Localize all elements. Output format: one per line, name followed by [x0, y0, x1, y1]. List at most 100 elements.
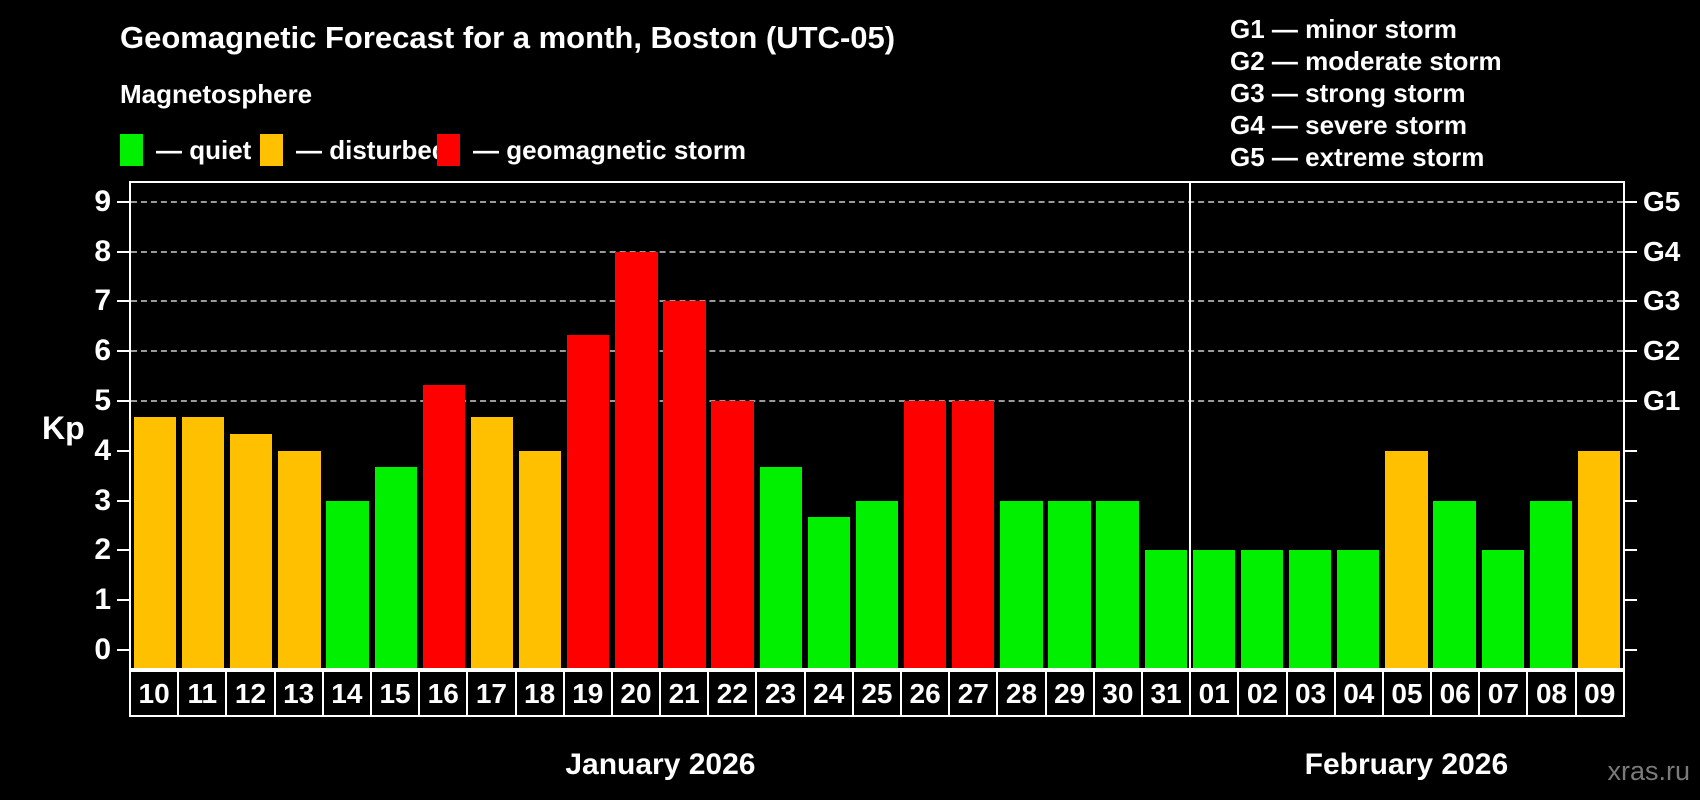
day-label-27: 27	[948, 670, 999, 717]
bar-day-22	[711, 401, 754, 668]
right-tick-kp-7	[1625, 300, 1637, 303]
left-tick-kp-3	[117, 499, 129, 502]
day-label-14: 14	[321, 670, 372, 717]
left-tick-kp-4	[117, 449, 129, 452]
gridline-kp-8	[131, 250, 1623, 253]
day-label-07: 07	[1478, 670, 1529, 717]
month-label-january: January 2026	[565, 748, 756, 781]
gridline-kp-7	[131, 300, 1623, 303]
bar-day-30	[1096, 500, 1139, 668]
g-legend-line: G2 — moderate storm	[1230, 46, 1502, 76]
g-legend-line: G5 — extreme storm	[1230, 142, 1485, 172]
disturbed-swatch-icon	[260, 134, 283, 166]
day-label-13: 13	[273, 670, 324, 717]
g-axis-label-G1: G1	[1643, 385, 1681, 416]
legend-label: — quiet	[156, 134, 252, 165]
gridline-kp-9	[131, 200, 1623, 203]
day-label-18: 18	[514, 670, 565, 717]
day-label-03: 03	[1285, 670, 1336, 717]
bar-day-15	[374, 467, 417, 668]
left-tick-kp-6	[117, 350, 129, 353]
bar-day-21	[663, 301, 706, 668]
right-tick-kp-6	[1625, 350, 1637, 353]
day-label-12: 12	[225, 670, 276, 717]
bar-day-17	[470, 417, 514, 668]
day-axis: 10 11 12 13 14 15 16 17 18 19 20 21 22 23 24 25 26 27 28 29…	[129, 670, 1625, 717]
bar-day-19	[567, 334, 610, 668]
gridline-kp-6	[131, 350, 1623, 353]
right-tick-kp-1	[1625, 599, 1637, 602]
g-scale-legend: G1 — minor storm G2 — moderate storm G3 — …	[1230, 13, 1502, 173]
y-axis-label-3: 3	[94, 483, 111, 517]
bar-day-25	[855, 500, 899, 668]
bar-day-10	[133, 417, 177, 668]
bar-day-23	[759, 467, 802, 668]
bar-day-06	[1433, 500, 1476, 668]
month-separator	[1188, 183, 1191, 668]
bar-day-02	[1240, 550, 1284, 668]
left-tick-kp-2	[117, 549, 129, 552]
storm-swatch-icon	[437, 134, 460, 166]
left-tick-kp-0	[117, 649, 129, 651]
day-label-19: 19	[562, 670, 613, 717]
day-label-05: 05	[1381, 670, 1433, 717]
magnetosphere-label: Magnetosphere	[120, 79, 313, 109]
bar-day-05	[1385, 450, 1428, 668]
day-label-16: 16	[418, 670, 469, 717]
bar-day-28	[1000, 500, 1043, 668]
day-label-11: 11	[177, 670, 228, 717]
g-legend-line: G3 — strong storm	[1230, 78, 1466, 108]
left-tick-kp-8	[117, 250, 129, 253]
bar-day-12	[230, 434, 273, 668]
day-label-23: 23	[755, 670, 806, 717]
day-label-28: 28	[996, 670, 1047, 717]
kp-axis-label: Kp	[42, 410, 85, 446]
day-label-10: 10	[129, 670, 180, 717]
bar-day-08	[1529, 500, 1572, 668]
right-tick-kp-2	[1625, 549, 1637, 552]
day-label-09: 09	[1574, 670, 1625, 717]
quiet-swatch-icon	[120, 134, 143, 166]
bar-day-27	[952, 401, 995, 668]
right-tick-kp-3	[1625, 499, 1637, 502]
day-label-25: 25	[851, 670, 902, 717]
bar-day-20	[615, 251, 658, 668]
chart-title: Geomagnetic Forecast for a month, Boston…	[120, 20, 896, 55]
left-tick-kp-1	[117, 599, 129, 602]
bar-day-03	[1288, 550, 1332, 668]
left-tick-kp-9	[117, 200, 129, 203]
watermark: xras.ru	[1607, 756, 1690, 786]
day-label-22: 22	[707, 670, 758, 717]
g-legend-line: G4 — severe storm	[1230, 110, 1468, 140]
legend-item-disturbed: — disturbed	[260, 134, 448, 166]
bar-day-29	[1048, 500, 1091, 668]
bar-day-18	[518, 450, 562, 668]
day-label-30: 30	[1092, 670, 1143, 717]
day-label-26: 26	[900, 670, 951, 717]
day-label-17: 17	[466, 670, 517, 717]
bar-day-07	[1481, 550, 1524, 668]
bar-day-09	[1577, 450, 1621, 668]
legend-label: — geomagnetic storm	[473, 134, 747, 165]
g-axis-label-G4: G4	[1643, 235, 1681, 267]
g-axis-label-G2: G2	[1643, 335, 1681, 367]
gridline-kp-5	[131, 400, 1623, 402]
y-axis-label-9: 9	[94, 184, 111, 218]
bar-day-16	[422, 384, 465, 668]
y-axis-label-1: 1	[94, 583, 111, 617]
y-axis-label-0: 0	[94, 633, 111, 666]
g-axis-label-G5: G5	[1643, 185, 1681, 217]
g-legend-line: G1 — minor storm	[1230, 14, 1457, 44]
bar-day-14	[326, 500, 369, 668]
day-label-24: 24	[803, 670, 854, 717]
day-label-02: 02	[1237, 670, 1288, 717]
bar-day-11	[182, 417, 225, 668]
y-axis-label-2: 2	[94, 533, 111, 567]
bar-day-13	[278, 450, 321, 668]
day-label-04: 04	[1333, 670, 1384, 717]
bar-day-31	[1144, 550, 1187, 668]
day-label-06: 06	[1430, 670, 1481, 717]
day-label-15: 15	[369, 670, 421, 717]
legend-item-storm: — geomagnetic storm	[437, 134, 746, 166]
